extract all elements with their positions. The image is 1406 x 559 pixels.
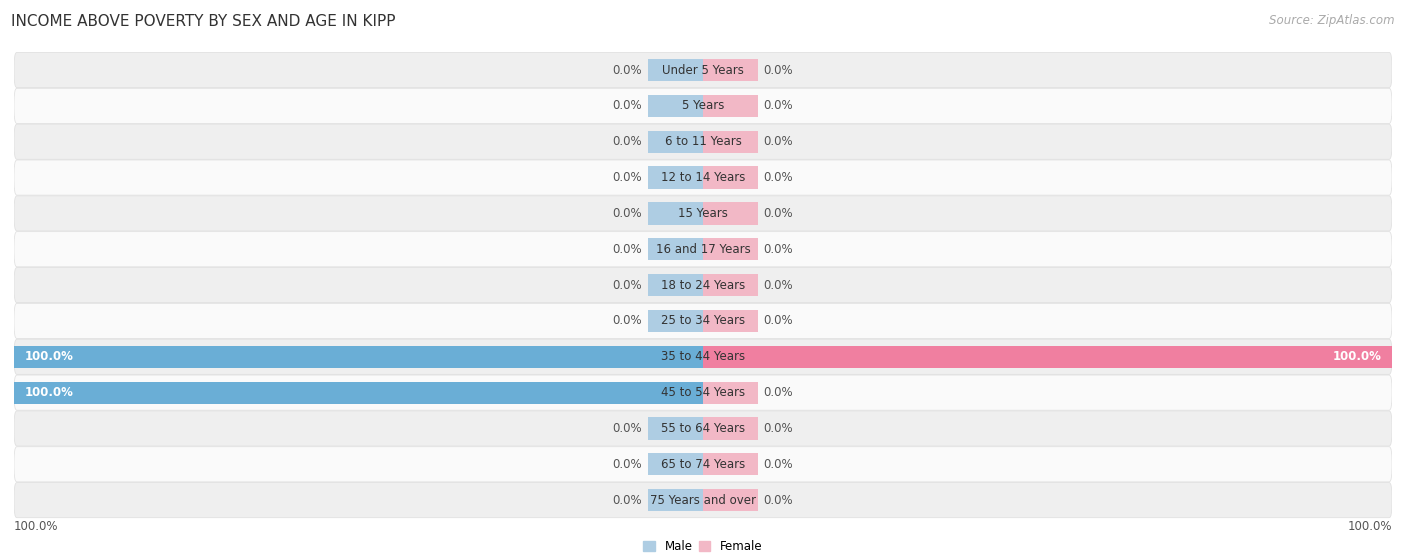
Text: 6 to 11 Years: 6 to 11 Years xyxy=(665,135,741,148)
Bar xyxy=(703,345,1392,368)
Text: 0.0%: 0.0% xyxy=(763,171,793,184)
Text: 0.0%: 0.0% xyxy=(763,422,793,435)
Text: 0.0%: 0.0% xyxy=(763,243,793,256)
Text: 15 Years: 15 Years xyxy=(678,207,728,220)
Text: 0.0%: 0.0% xyxy=(763,278,793,292)
FancyBboxPatch shape xyxy=(14,160,1392,195)
Text: 0.0%: 0.0% xyxy=(613,458,643,471)
Bar xyxy=(703,131,758,153)
Bar xyxy=(648,453,703,475)
Text: 55 to 64 Years: 55 to 64 Years xyxy=(661,422,745,435)
FancyBboxPatch shape xyxy=(14,231,1392,267)
Text: 0.0%: 0.0% xyxy=(613,100,643,112)
Text: 65 to 74 Years: 65 to 74 Years xyxy=(661,458,745,471)
FancyBboxPatch shape xyxy=(14,339,1392,375)
Bar xyxy=(648,489,703,511)
Text: 0.0%: 0.0% xyxy=(763,135,793,148)
Text: 5 Years: 5 Years xyxy=(682,100,724,112)
Text: Under 5 Years: Under 5 Years xyxy=(662,64,744,77)
Text: 0.0%: 0.0% xyxy=(763,314,793,328)
Bar xyxy=(703,489,758,511)
Bar xyxy=(648,310,703,332)
Bar xyxy=(703,238,758,260)
Text: INCOME ABOVE POVERTY BY SEX AND AGE IN KIPP: INCOME ABOVE POVERTY BY SEX AND AGE IN K… xyxy=(11,14,395,29)
FancyBboxPatch shape xyxy=(14,304,1392,339)
Text: 0.0%: 0.0% xyxy=(613,278,643,292)
Bar xyxy=(648,202,703,225)
FancyBboxPatch shape xyxy=(14,447,1392,482)
Text: 0.0%: 0.0% xyxy=(763,64,793,77)
Text: 0.0%: 0.0% xyxy=(613,207,643,220)
Text: 100.0%: 100.0% xyxy=(24,386,73,399)
Bar xyxy=(648,95,703,117)
Text: 0.0%: 0.0% xyxy=(613,314,643,328)
Bar xyxy=(703,59,758,81)
Bar xyxy=(648,59,703,81)
Text: 18 to 24 Years: 18 to 24 Years xyxy=(661,278,745,292)
Text: 0.0%: 0.0% xyxy=(613,494,643,506)
Text: 100.0%: 100.0% xyxy=(14,520,59,533)
Text: 0.0%: 0.0% xyxy=(763,207,793,220)
Text: 12 to 14 Years: 12 to 14 Years xyxy=(661,171,745,184)
Text: 0.0%: 0.0% xyxy=(763,100,793,112)
Text: 0.0%: 0.0% xyxy=(613,64,643,77)
Bar xyxy=(14,381,703,404)
FancyBboxPatch shape xyxy=(14,88,1392,124)
Text: 100.0%: 100.0% xyxy=(24,350,73,363)
Text: 45 to 54 Years: 45 to 54 Years xyxy=(661,386,745,399)
FancyBboxPatch shape xyxy=(14,124,1392,159)
Text: 16 and 17 Years: 16 and 17 Years xyxy=(655,243,751,256)
Text: 0.0%: 0.0% xyxy=(763,386,793,399)
Bar xyxy=(703,202,758,225)
Text: 35 to 44 Years: 35 to 44 Years xyxy=(661,350,745,363)
Bar xyxy=(648,274,703,296)
Text: 100.0%: 100.0% xyxy=(1333,350,1382,363)
Text: 0.0%: 0.0% xyxy=(613,135,643,148)
FancyBboxPatch shape xyxy=(14,196,1392,231)
FancyBboxPatch shape xyxy=(14,482,1392,518)
Bar xyxy=(648,238,703,260)
Bar xyxy=(703,381,758,404)
Bar xyxy=(703,418,758,439)
Text: 0.0%: 0.0% xyxy=(763,458,793,471)
Text: 0.0%: 0.0% xyxy=(613,422,643,435)
Text: Source: ZipAtlas.com: Source: ZipAtlas.com xyxy=(1270,14,1395,27)
Bar xyxy=(703,274,758,296)
Bar xyxy=(703,95,758,117)
FancyBboxPatch shape xyxy=(14,268,1392,302)
Text: 0.0%: 0.0% xyxy=(763,494,793,506)
Bar xyxy=(14,345,703,368)
Bar xyxy=(648,131,703,153)
Text: 100.0%: 100.0% xyxy=(1347,520,1392,533)
Bar xyxy=(703,310,758,332)
Bar xyxy=(648,167,703,189)
Text: 0.0%: 0.0% xyxy=(613,243,643,256)
Bar xyxy=(703,453,758,475)
Bar xyxy=(703,167,758,189)
FancyBboxPatch shape xyxy=(14,375,1392,410)
Text: 25 to 34 Years: 25 to 34 Years xyxy=(661,314,745,328)
Bar xyxy=(648,418,703,439)
Text: 0.0%: 0.0% xyxy=(613,171,643,184)
FancyBboxPatch shape xyxy=(14,411,1392,446)
Legend: Male, Female: Male, Female xyxy=(640,536,766,556)
FancyBboxPatch shape xyxy=(14,53,1392,88)
Text: 75 Years and over: 75 Years and over xyxy=(650,494,756,506)
